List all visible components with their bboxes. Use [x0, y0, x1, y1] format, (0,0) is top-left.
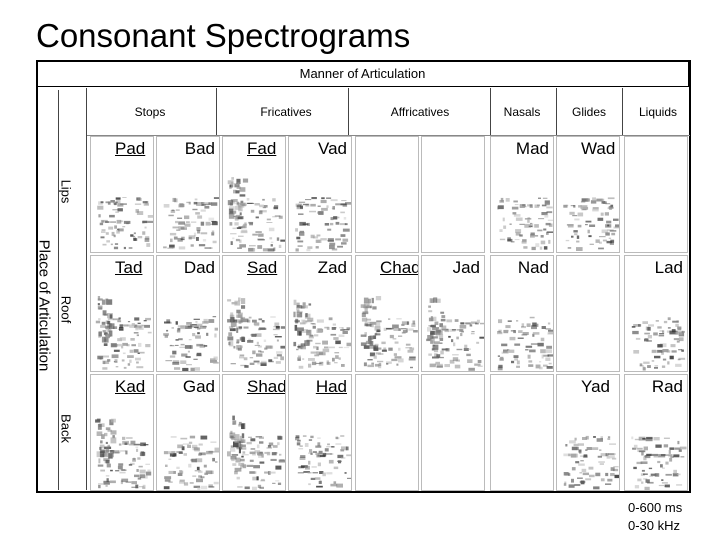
- frequency-range-label: 0-30 kHz: [628, 518, 681, 533]
- spectrogram-image: [163, 316, 219, 371]
- spectrogram-cell-chad: Chad: [355, 255, 419, 372]
- word-label-gad: Gad: [182, 377, 215, 396]
- place-header: Place of Articulation: [35, 239, 53, 372]
- spectrogram-cell-lad: Lad: [624, 255, 688, 372]
- word-label-lad: Lad: [654, 258, 683, 277]
- word-label-vad: Vad: [318, 139, 347, 158]
- spectrogram-cell-gad: Gad: [156, 374, 220, 491]
- spectrogram-image: [163, 197, 219, 250]
- spectrogram-image: [95, 296, 152, 370]
- spectrogram-image: [227, 415, 285, 490]
- col-nasals: Nasals: [503, 105, 541, 119]
- spectrogram-cell-empty: [355, 374, 419, 491]
- divider: [556, 88, 557, 135]
- spectrogram-cell-nad: Nad: [490, 255, 554, 372]
- spectrogram-image: [293, 299, 351, 369]
- header-divider: [86, 135, 690, 136]
- spectrogram-image: [295, 197, 351, 252]
- spectrogram-cell-empty: [556, 255, 620, 372]
- divider: [86, 88, 87, 490]
- spectrogram-cell-had: Had: [288, 374, 352, 491]
- spectrogram-cell-empty: [421, 136, 485, 253]
- spectrogram-cell-vad: Vad: [288, 136, 352, 253]
- word-label-kad: Kad: [115, 377, 146, 396]
- spectrogram-cell-jad: Jad: [421, 255, 485, 372]
- divider: [216, 88, 217, 135]
- spectrogram-image: [563, 435, 619, 490]
- spectrogram-cell-yad: Yad: [556, 374, 620, 491]
- spectrogram-cell-kad: Kad: [90, 374, 154, 491]
- col-stops: Stops: [134, 105, 166, 119]
- row-label-lips: Lips: [58, 179, 74, 204]
- word-label-dad: Dad: [183, 258, 215, 277]
- spectrogram-image: [631, 436, 687, 490]
- word-label-zad: Zad: [317, 258, 347, 277]
- spectrogram-cell-mad: Mad: [490, 136, 554, 253]
- row-label-roof: Roof: [58, 295, 74, 324]
- spectrogram-cell-dad: Dad: [156, 255, 220, 372]
- word-label-jad: Jad: [452, 258, 480, 277]
- spectrogram-cell-wad: Wad: [556, 136, 620, 253]
- spectrogram-cell-zad: Zad: [288, 255, 352, 372]
- spectrogram-image: [295, 435, 351, 488]
- spectrogram-cell-bad: Bad: [156, 136, 220, 253]
- col-affricatives: Affricatives: [390, 105, 450, 119]
- spectrogram-image: [631, 317, 686, 371]
- spectrogram-cell-pad: Pad: [90, 136, 154, 253]
- spectrogram-image: [95, 418, 152, 489]
- word-label-fad: Fad: [247, 139, 277, 158]
- divider: [622, 88, 623, 135]
- divider: [58, 90, 59, 490]
- spectrogram-cell-tad: Tad: [90, 255, 154, 372]
- word-label-sad: Sad: [247, 258, 278, 277]
- spectrogram-cell-empty: [355, 136, 419, 253]
- spectrogram-image: [227, 177, 285, 252]
- spectrogram-image: [426, 297, 484, 371]
- spectrogram-table: [36, 60, 691, 493]
- spectrogram-cell-shad: Shad: [222, 374, 286, 491]
- col-glides: Glides: [571, 105, 606, 119]
- spectrogram-cell-rad: Rad: [624, 374, 688, 491]
- spectrogram-cell-fad: Fad: [222, 136, 286, 253]
- word-label-pad: Pad: [115, 139, 146, 158]
- spectrogram-cell-empty: [421, 374, 485, 491]
- spectrogram-cell-sad: Sad: [222, 255, 286, 372]
- divider: [490, 88, 491, 135]
- row-label-back: Back: [58, 414, 74, 443]
- word-label-had: Had: [315, 377, 347, 396]
- spectrogram-image: [497, 197, 553, 251]
- spectrogram-image: [360, 296, 418, 369]
- word-label-bad: Bad: [184, 139, 215, 158]
- word-label-rad: Rad: [651, 377, 683, 396]
- time-range-label: 0-600 ms: [628, 500, 683, 515]
- manner-header: Manner of Articulation: [36, 60, 689, 87]
- col-liquids: Liquids: [638, 105, 678, 119]
- divider: [348, 88, 349, 135]
- spectrogram-image: [227, 297, 285, 368]
- word-label-yad: Yad: [581, 377, 610, 396]
- page-title: Consonant Spectrograms: [36, 17, 411, 54]
- word-label-mad: Mad: [515, 139, 549, 158]
- word-label-wad: Wad: [581, 139, 616, 158]
- spectrogram-image: [97, 197, 153, 250]
- spectrogram-cell-empty: [624, 136, 688, 253]
- word-label-chad: Chad: [380, 258, 419, 277]
- spectrogram-cell-empty: [490, 374, 554, 491]
- spectrogram-image: [563, 197, 619, 251]
- word-label-tad: Tad: [115, 258, 143, 277]
- col-fricatives: Fricatives: [260, 105, 312, 119]
- word-label-shad: Shad: [247, 377, 286, 396]
- spectrogram-image: [497, 316, 553, 371]
- spectrogram-image: [163, 435, 219, 490]
- word-label-nad: Nad: [517, 258, 549, 277]
